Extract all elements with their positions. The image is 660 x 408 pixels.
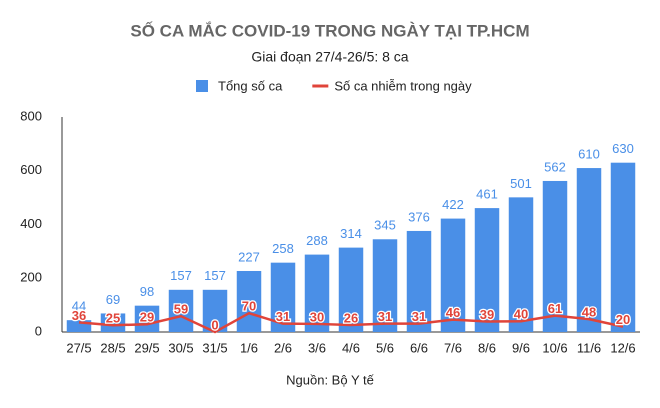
bar bbox=[168, 289, 194, 332]
line-value-label: 48 bbox=[582, 305, 596, 320]
chart-title: SỐ CA MẮC COVID-19 TRONG NGÀY TẠI TP.HCM bbox=[130, 20, 529, 40]
legend-swatch bbox=[196, 80, 208, 92]
bar-value-label: 422 bbox=[442, 197, 464, 212]
bar bbox=[406, 230, 432, 332]
bar bbox=[338, 247, 364, 332]
bar bbox=[100, 313, 126, 332]
x-tick-label: 27/5 bbox=[66, 340, 91, 355]
y-tick-label: 200 bbox=[20, 270, 42, 285]
bar bbox=[474, 208, 500, 332]
bar bbox=[542, 180, 568, 332]
line bbox=[78, 311, 624, 334]
bar-value-label: 501 bbox=[510, 176, 532, 191]
line-value-label: 31 bbox=[378, 309, 392, 324]
bar-value-label: 69 bbox=[106, 292, 120, 307]
bar bbox=[440, 218, 466, 332]
x-tick-label: 1/6 bbox=[240, 340, 258, 355]
bar bbox=[202, 289, 228, 332]
bar-value-label: 157 bbox=[170, 268, 192, 283]
line-value-label: 20 bbox=[616, 312, 630, 327]
x-tick-label: 8/6 bbox=[478, 340, 496, 355]
bar bbox=[610, 162, 636, 332]
y-tick-label: 400 bbox=[20, 216, 42, 231]
bar bbox=[134, 305, 160, 332]
line-value-label: 30 bbox=[310, 309, 324, 324]
bar bbox=[66, 320, 92, 332]
x-tick-label: 30/5 bbox=[168, 340, 193, 355]
bar-value-label: 258 bbox=[272, 241, 294, 256]
bar-value-label: 461 bbox=[476, 187, 498, 202]
x-tick-label: 9/6 bbox=[512, 340, 530, 355]
x-tick-label: 31/5 bbox=[202, 340, 227, 355]
bar bbox=[372, 239, 398, 332]
x-tick-label: 2/6 bbox=[274, 340, 292, 355]
bar bbox=[304, 254, 330, 332]
x-tick-label: 29/5 bbox=[134, 340, 159, 355]
x-tick-label: 28/5 bbox=[100, 340, 125, 355]
x-tick-label: 3/6 bbox=[308, 340, 326, 355]
source: Nguồn: Bộ Y tế bbox=[286, 372, 374, 387]
bar bbox=[576, 168, 602, 332]
bar-value-label: 562 bbox=[544, 159, 566, 174]
line-value-label: 25 bbox=[106, 311, 120, 326]
line-value-label: 61 bbox=[548, 301, 562, 316]
x-tick-label: 12/6 bbox=[610, 340, 635, 355]
line-value-label: 59 bbox=[174, 302, 188, 317]
x-tick-label: 5/6 bbox=[376, 340, 394, 355]
line-value-label: 26 bbox=[344, 310, 358, 325]
bar-value-label: 376 bbox=[408, 209, 430, 224]
line-value-label: 29 bbox=[140, 310, 154, 325]
chart-subtitle: Giai đoạn 27/4-26/5: 8 ca bbox=[251, 49, 408, 65]
line-value-label: 70 bbox=[242, 299, 256, 314]
y-tick-label: 600 bbox=[20, 162, 42, 177]
line-value-label: 46 bbox=[446, 305, 460, 320]
legend-label: Số ca nhiễm trong ngày bbox=[334, 78, 472, 93]
y-tick-label: 0 bbox=[35, 323, 42, 338]
x-tick-label: 10/6 bbox=[542, 340, 567, 355]
bar-value-label: 610 bbox=[578, 147, 600, 162]
bar bbox=[508, 197, 534, 332]
x-tick-label: 7/6 bbox=[444, 340, 462, 355]
bar-value-label: 345 bbox=[374, 218, 396, 233]
x-tick-label: 6/6 bbox=[410, 340, 428, 355]
bar-value-label: 288 bbox=[306, 233, 328, 248]
bar bbox=[236, 270, 262, 332]
bar-value-label: 157 bbox=[204, 268, 226, 283]
line-value-label: 39 bbox=[480, 307, 494, 322]
bar-value-label: 98 bbox=[140, 284, 154, 299]
line-value-label: 31 bbox=[412, 309, 426, 324]
line-value-label: 40 bbox=[514, 307, 528, 322]
bar-value-label: 227 bbox=[238, 249, 260, 264]
bar-value-label: 630 bbox=[612, 141, 634, 156]
bar-value-label: 314 bbox=[340, 226, 362, 241]
bar-value-label: 44 bbox=[72, 299, 86, 314]
line-value-label: 36 bbox=[72, 308, 86, 323]
y-tick-label: 800 bbox=[20, 108, 42, 123]
x-tick-label: 4/6 bbox=[342, 340, 360, 355]
legend-label: Tổng số ca bbox=[218, 78, 283, 93]
x-tick-label: 11/6 bbox=[577, 340, 601, 355]
line-value-label: 31 bbox=[276, 309, 290, 324]
line-value-label: 0 bbox=[211, 317, 218, 332]
